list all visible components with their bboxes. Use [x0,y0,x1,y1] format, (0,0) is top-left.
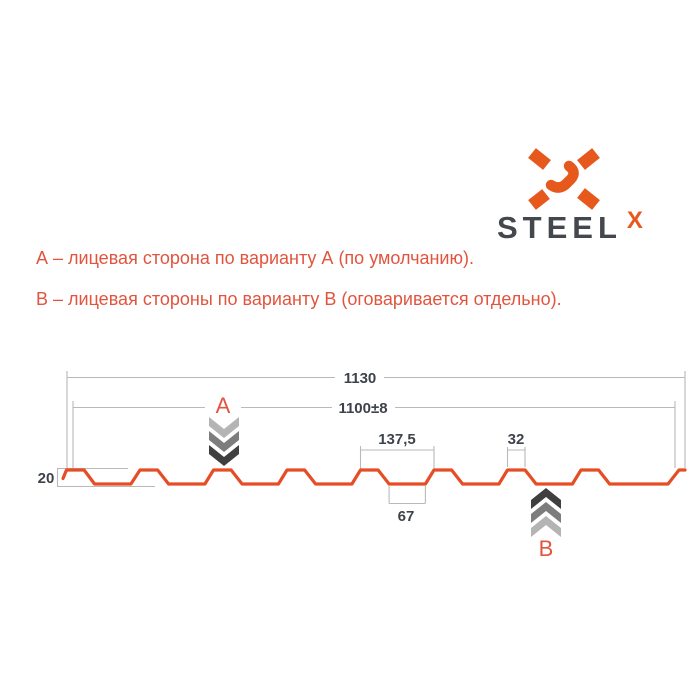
chevron-down-a-icon [209,417,239,466]
variant-notes: А – лицевая сторона по варианту А (по ум… [36,248,562,330]
dim-pitch-label: 137,5 [378,431,416,448]
profile-outline [61,468,687,486]
chevron-up-b-icon [531,488,561,537]
note-variant-b: В – лицевая стороны по варианту В (огова… [36,289,562,309]
dim-valley-width-label: 67 [398,508,415,525]
steelx-logo: STEEL X [497,148,667,248]
logo-arm-bottom-right [577,188,600,210]
logo-arm-bottom-left [528,189,550,210]
logo-wordmark: STEEL [497,210,622,245]
dimension-valley-width [388,486,426,505]
dim-working-width-label: 1100±8 [338,400,387,417]
logo-s-link [545,160,579,193]
marker-a-label: A [216,393,231,418]
logo-arm-top-left [528,148,551,170]
marker-b-label: B [539,536,554,561]
logo-arm-top-right [577,148,600,170]
logo-superscript-x: X [626,207,643,234]
profile-drawing: 1130 1100±8 137,5 32 6 [38,370,687,561]
dim-overall-width-label: 1130 [344,370,377,387]
dimension-pitch [359,446,435,469]
dim-rib-top-width-label: 32 [508,431,525,448]
dim-profile-height-label: 20 [38,470,55,487]
steelx-x-icon [528,148,600,210]
dimension-working-width [72,401,676,469]
dimension-overall-width [66,371,686,469]
dimension-rib-top-width [506,447,526,467]
note-variant-a: А – лицевая сторона по варианту А (по ум… [36,248,474,268]
